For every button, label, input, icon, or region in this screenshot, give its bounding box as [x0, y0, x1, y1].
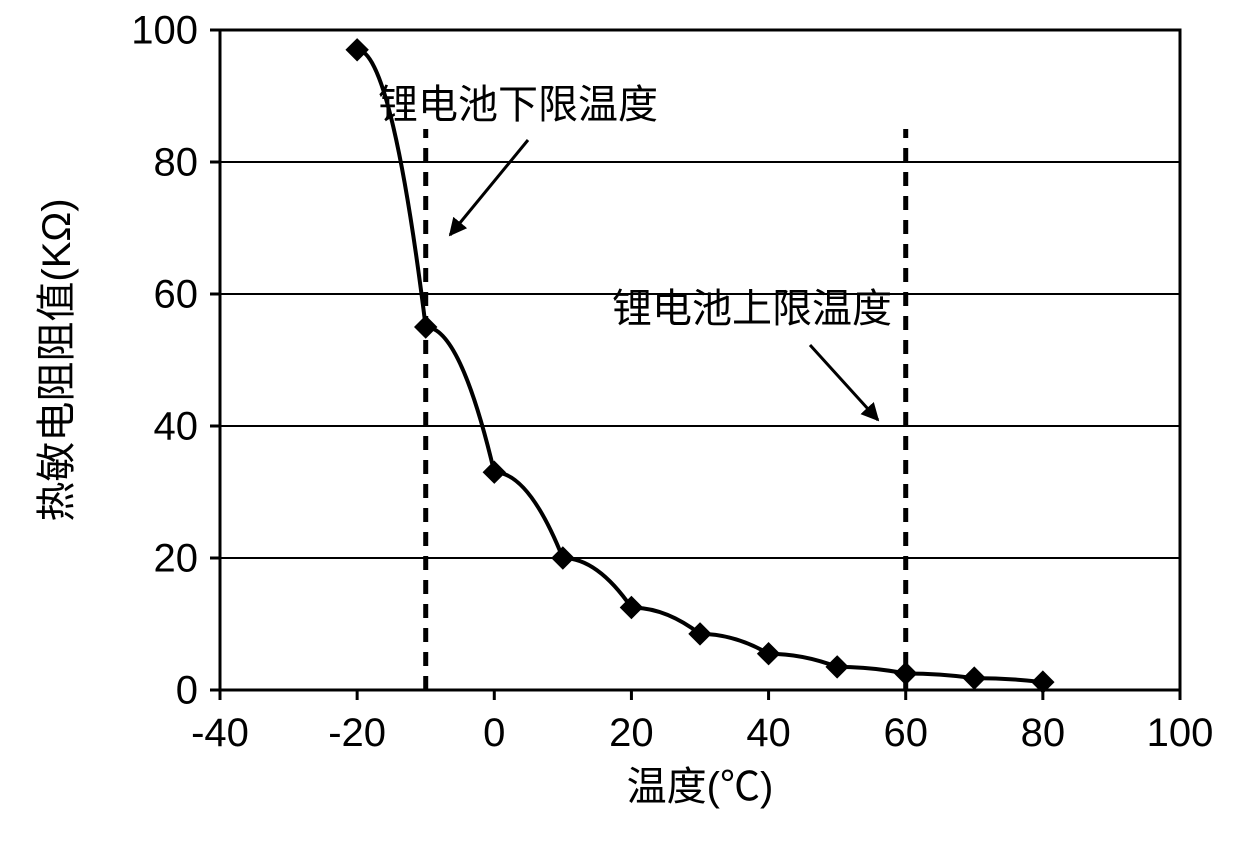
- annotation-label-upper-label: 锂电池上限温度: [612, 287, 892, 331]
- thermistor-chart: -40 -20 0 20 40 60 80 100 0 20 40 60 80 100 温度(℃) 热敏电阻阻…: [0, 0, 1248, 851]
- x-tick-label: -40: [191, 711, 249, 755]
- annotation-label-lower-label: 锂电池下限温度: [378, 83, 658, 127]
- x-tick-label: -20: [328, 711, 386, 755]
- x-axis-label: 温度(℃): [627, 765, 774, 809]
- x-tick-label: 40: [746, 711, 791, 755]
- data-marker: [415, 316, 437, 338]
- y-axis-label: 热敏电阻阻值(KΩ): [35, 198, 79, 521]
- y-tick-label: 60: [154, 272, 199, 316]
- y-tick-label: 80: [154, 140, 199, 184]
- x-tick-label: 0: [483, 711, 505, 755]
- x-tick-label: 60: [883, 711, 928, 755]
- y-tick-label: 20: [154, 536, 199, 580]
- data-marker: [483, 461, 505, 483]
- y-tick-label: 100: [131, 8, 198, 52]
- x-tick-label: 20: [609, 711, 654, 755]
- data-marker: [826, 656, 848, 678]
- annotation-arrow-upper-label: [810, 345, 878, 420]
- data-marker: [895, 663, 917, 685]
- x-tick-label: 100: [1147, 711, 1214, 755]
- plot-area: [220, 30, 1180, 690]
- data-marker: [346, 39, 368, 61]
- y-tick-label: 0: [176, 668, 198, 712]
- data-marker: [963, 667, 985, 689]
- y-tick-label: 40: [154, 404, 199, 448]
- annotation-arrow-lower-label: [450, 140, 528, 235]
- x-tick-label: 80: [1021, 711, 1066, 755]
- chart-container: -40 -20 0 20 40 60 80 100 0 20 40 60 80 100 温度(℃) 热敏电阻阻…: [0, 0, 1248, 851]
- data-marker: [552, 547, 574, 569]
- data-marker: [758, 643, 780, 665]
- series-line: [357, 50, 1043, 682]
